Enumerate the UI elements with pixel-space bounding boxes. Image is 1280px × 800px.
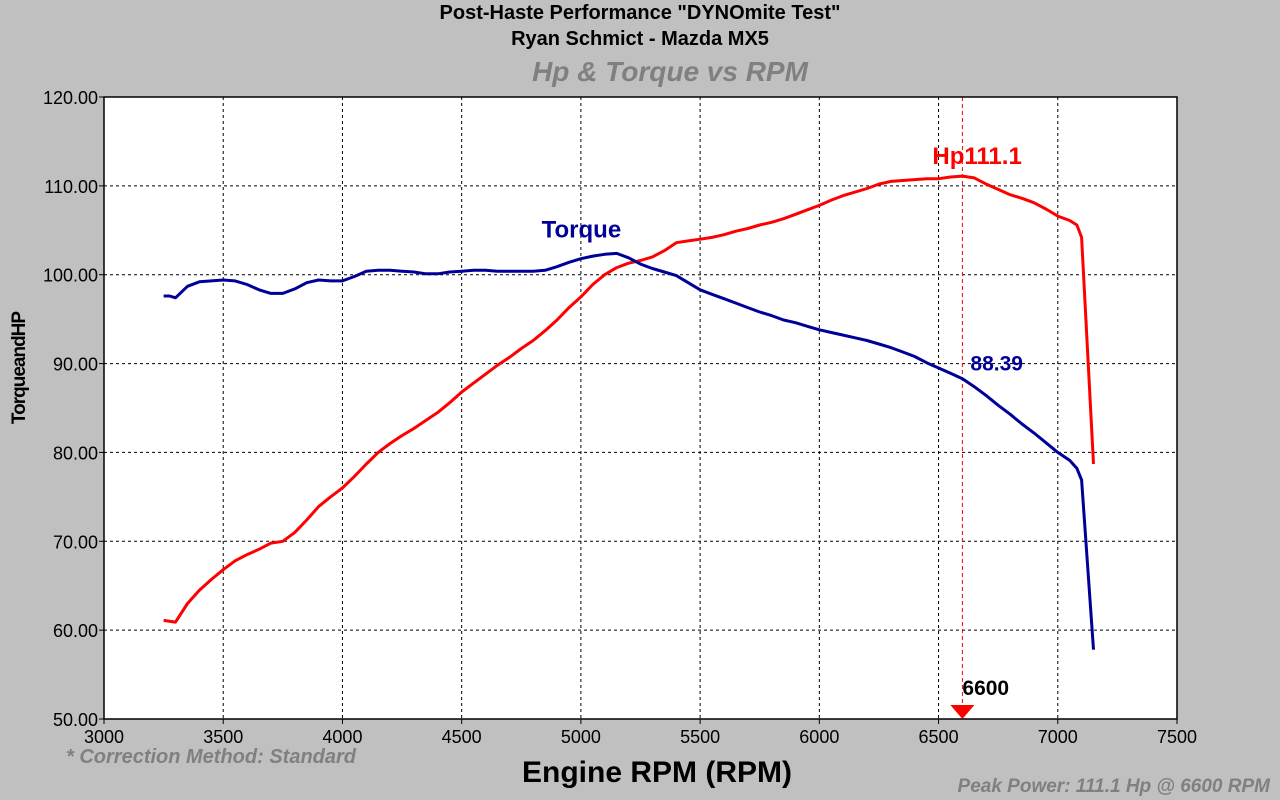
chart-title-line1: Post-Haste Performance "DYNOmite Test" [439,2,841,24]
chart-title-line2: Ryan Schmict - Mazda MX5 [511,28,769,50]
peak-rpm-label: 6600 [962,677,1009,700]
x-tick-label: 6000 [799,727,839,747]
torque-series-annotation: Torque [542,216,622,243]
grid-lines [104,97,1177,719]
x-tick-label: 6500 [919,727,959,747]
x-tick-label: 3000 [84,727,124,747]
plot-area [104,97,1177,719]
y-tick-label: 120.00 [43,88,98,108]
torque-series-line [163,251,1095,650]
y-tick-label: 100.00 [43,266,98,286]
torque-value-annotation: 88.39 [970,353,1023,376]
x-tick-label: 4500 [442,727,482,747]
y-tick-label: 80.00 [53,443,98,463]
correction-method-note: * Correction Method: Standard [66,746,357,768]
annotations: 6600 Hp111.1 Torque 88.39 [542,143,1023,719]
y-tick-label: 90.00 [53,355,98,375]
x-tick-label: 7000 [1038,727,1078,747]
x-tick-label: 3500 [203,727,243,747]
y-tick-label: 70.00 [53,532,98,552]
plot-border [103,96,1178,720]
peak-power-note: Peak Power: 111.1 Hp @ 6600 RPM [957,776,1270,797]
axis-ticks: 3000 3500 4000 4500 5000 5500 6000 6500 7000 7500… [43,88,1197,747]
x-tick-label: 7500 [1157,727,1197,747]
x-tick-label: 4000 [322,727,362,747]
peak-rpm-marker-triangle [950,705,975,719]
series-layer [163,97,1095,719]
x-tick-label: 5500 [680,727,720,747]
hp-peak-annotation: Hp111.1 [932,143,1021,170]
y-tick-label: 110.00 [44,177,98,197]
y-tick-label: 50.00 [53,710,98,730]
chart-subtitle: Hp & Torque vs RPM [532,56,808,87]
x-tick-label: 5000 [561,727,601,747]
y-tick-label: 60.00 [53,621,98,641]
x-axis-label: Engine RPM (RPM) [522,756,792,789]
